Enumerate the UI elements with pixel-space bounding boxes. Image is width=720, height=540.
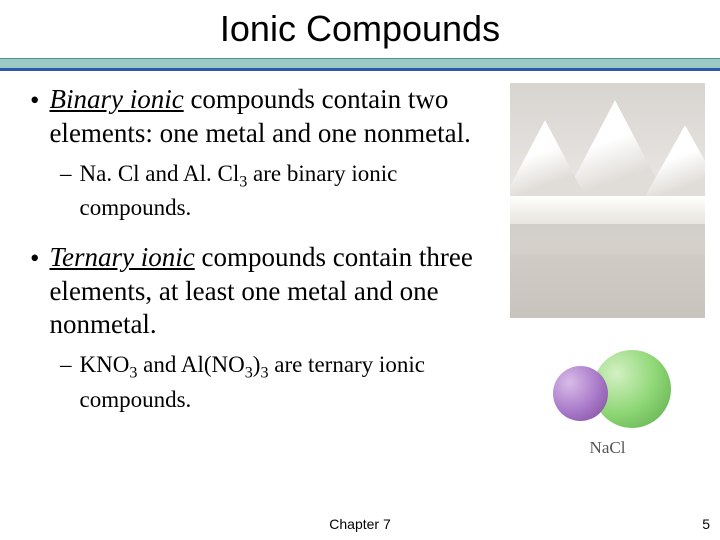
bullet-marker: •	[30, 241, 39, 342]
sub-item: – KNO3 and Al(NO3)3 are ternary ionic co…	[60, 350, 497, 414]
nacl-model-image	[538, 348, 678, 438]
text-column: • Binary ionic compounds contain two ele…	[30, 83, 505, 458]
term: Ternary ionic	[49, 242, 194, 272]
image-column: NaCl	[505, 83, 710, 458]
teal-divider	[0, 58, 720, 68]
bullet-text: Binary ionic compounds contain two eleme…	[49, 83, 497, 151]
bullet-text: Ternary ionic compounds contain three el…	[49, 241, 497, 342]
bullet-item: • Binary ionic compounds contain two ele…	[30, 83, 497, 151]
nacl-label: NaCl	[590, 438, 626, 458]
content-area: • Binary ionic compounds contain two ele…	[0, 71, 720, 458]
bullet-item: • Ternary ionic compounds contain three …	[30, 241, 497, 342]
sub-marker: –	[60, 350, 72, 414]
sub-text: Na. Cl and Al. Cl3 are binary ionic comp…	[80, 159, 498, 223]
page-title: Ionic Compounds	[0, 0, 720, 58]
term: Binary ionic	[49, 84, 183, 114]
sub-marker: –	[60, 159, 72, 223]
bullet-marker: •	[30, 83, 39, 151]
sub-text: KNO3 and Al(NO3)3 are ternary ionic comp…	[80, 350, 498, 414]
footer-page-number: 5	[702, 516, 710, 532]
footer-chapter: Chapter 7	[329, 516, 390, 532]
salt-mounds-image	[510, 83, 705, 318]
sodium-sphere	[553, 366, 608, 421]
sub-item: – Na. Cl and Al. Cl3 are binary ionic co…	[60, 159, 497, 223]
